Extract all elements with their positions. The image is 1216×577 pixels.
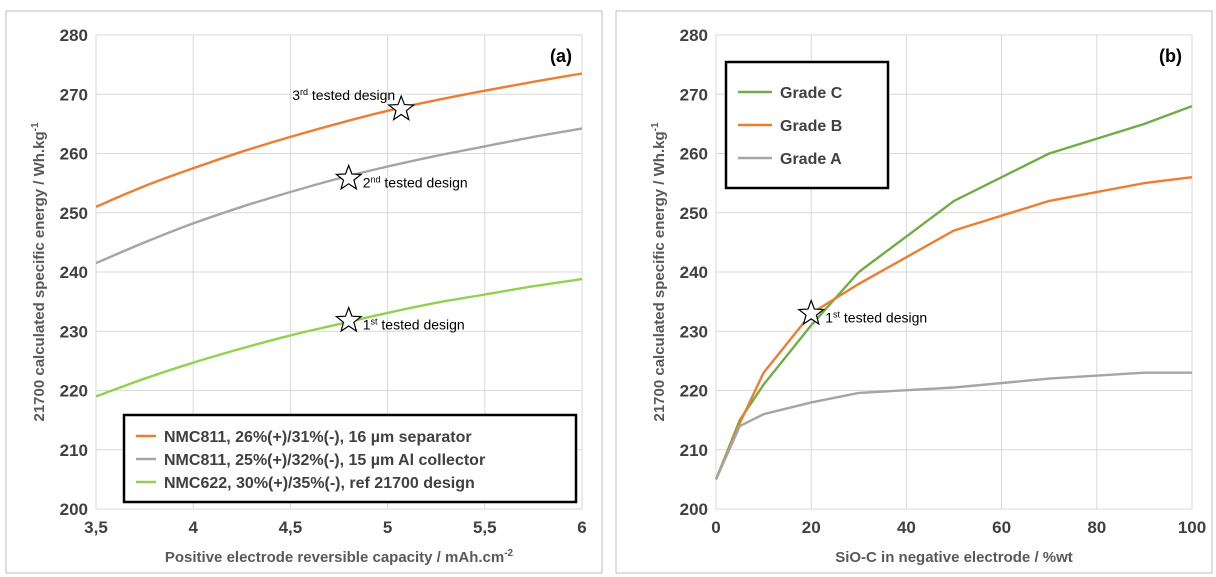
chart-a-series-line-1: [95, 127, 583, 265]
y-tick-label: 260: [60, 145, 88, 164]
y-tick-label: 210: [60, 441, 88, 460]
annotation-sup: st: [371, 317, 379, 327]
y-tick-label: 210: [680, 441, 708, 460]
x-axis-label-sup: -2: [504, 548, 513, 559]
chart-a-series-line-0: [95, 72, 583, 208]
annotation-sup: rd: [300, 87, 308, 97]
x-axis-label: SiO-C in negative electrode / %wt: [835, 549, 1073, 566]
x-tick-label: 20: [802, 518, 821, 537]
y-tick-label: 260: [680, 145, 708, 164]
chart-a-plot-area: [95, 34, 583, 510]
legend-box: [122, 413, 578, 504]
legend-label-1: Grade B: [780, 118, 842, 135]
x-tick-label: 40: [897, 518, 916, 537]
x-tick-label: 100: [1178, 518, 1206, 537]
chart-a-star-marker-1: [334, 163, 363, 191]
x-tick-label: 4: [188, 518, 198, 537]
x-tick-label: 5: [383, 518, 392, 537]
x-tick-label: 3,5: [84, 518, 108, 537]
x-tick-label: 80: [1087, 518, 1106, 537]
chart-b-annotation-0: 1st tested design: [825, 309, 927, 325]
chart-a-outer-frame: [5, 10, 603, 574]
chart-b-outer-frame: [615, 10, 1213, 574]
annotation-rest: tested design: [840, 309, 927, 325]
y-tick-label: 280: [680, 26, 708, 45]
legend-label-1: NMC811, 25%(+)/32%(-), 15 µm Al collecto…: [164, 452, 485, 469]
y-tick-label: 200: [680, 500, 708, 519]
x-tick-label: 60: [992, 518, 1011, 537]
y-tick-label: 240: [680, 263, 708, 282]
chart-b-plot-area: [715, 34, 1193, 510]
chart-a-legend: NMC811, 26%(+)/31%(-), 16 µm separator NM…: [122, 413, 578, 504]
y-tick-label: 230: [60, 322, 88, 341]
legend-label-0: NMC811, 26%(+)/31%(-), 16 µm separator: [164, 429, 472, 446]
chart-b-legend: Grade C Grade B Grade A: [724, 60, 890, 190]
y-tick-label: 250: [680, 204, 708, 223]
x-tick-label: 5,5: [473, 518, 497, 537]
chart-a-annotation-0: 3rd tested design: [292, 87, 395, 103]
panel-label: (b): [1159, 46, 1182, 66]
legend-label-0: Grade C: [780, 85, 843, 102]
chart-a-star-marker-2: [334, 305, 363, 333]
y-tick-label: 240: [60, 263, 88, 282]
y-axis-label-sup: -1: [30, 122, 41, 131]
chart-b-series-line-1: [714, 176, 1193, 480]
chart-a-svg: 200 210 220 230 240 250 260 270 280 3,5 4 4,5 5 5,5 6 P…: [5, 10, 603, 574]
y-tick-label: 270: [680, 85, 708, 104]
y-tick-label: 200: [60, 500, 88, 519]
chart-a-annotation-1: 2nd tested design: [363, 174, 468, 190]
chart-b-star-marker-0: [797, 298, 826, 326]
panel-label: (a): [550, 46, 572, 66]
chart-a-star-marker-0: [387, 94, 416, 121]
annotation-sup: nd: [371, 174, 381, 184]
chart-a-series-line-2: [95, 277, 583, 398]
x-tick-label: 4,5: [279, 518, 303, 537]
y-tick-label: 250: [60, 204, 88, 223]
chart-b-svg: 200 210 220 230 240 250 260 270 280 0 20 40 60 80 100 S…: [615, 10, 1213, 574]
x-tick-label: 6: [577, 518, 586, 537]
y-tick-label: 230: [680, 322, 708, 341]
annotation-rest: tested design: [381, 174, 468, 190]
chart-b-series-line-2: [714, 371, 1192, 480]
y-tick-label: 220: [60, 382, 88, 401]
x-tick-label: 0: [711, 518, 720, 537]
y-tick-label: 270: [60, 85, 88, 104]
legend-label-2: NMC622, 30%(+)/35%(-), ref 21700 design: [164, 475, 475, 492]
annotation-rest: tested design: [308, 87, 395, 103]
x-axis-label: Positive electrode reversible capacity /…: [165, 548, 514, 566]
annotation-sup: st: [833, 309, 841, 319]
chart-panel-b: 200 210 220 230 240 250 260 270 280 0 20 40 60 80 100 S…: [608, 0, 1216, 577]
y-tick-label: 280: [60, 26, 88, 45]
y-axis-label-sup: -1: [650, 122, 661, 131]
y-tick-label: 220: [680, 382, 708, 401]
annotation-rest: tested design: [378, 317, 465, 333]
chart-a-annotation-2: 1st tested design: [363, 317, 465, 333]
y-axis-label: 21700 calculated specific energy / Wh.kg…: [30, 122, 48, 421]
y-axis-label: 21700 calculated specific energy / Wh.kg…: [650, 122, 668, 421]
chart-panel-a: 200 210 220 230 240 250 260 270 280 3,5 4 4,5 5 5,5 6 P…: [5, 10, 603, 574]
legend-label-2: Grade A: [780, 151, 842, 168]
